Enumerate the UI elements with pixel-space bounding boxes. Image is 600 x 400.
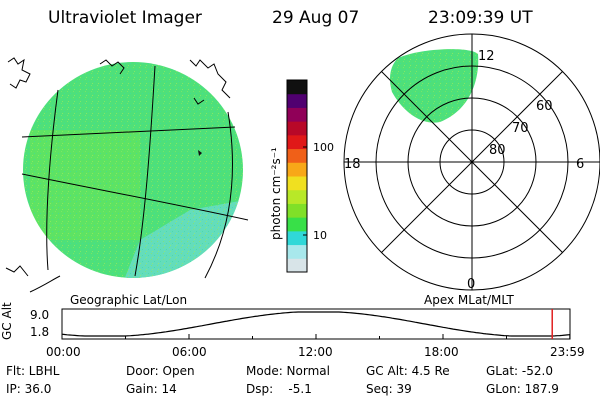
mlt-label-18: 18 xyxy=(344,157,361,172)
coastline xyxy=(5,57,231,277)
altitude-curve xyxy=(61,311,571,337)
geographic-image-panel xyxy=(5,57,249,293)
altitude-plot xyxy=(61,308,571,340)
colorbar-segment xyxy=(287,121,307,136)
colorbar-segment xyxy=(287,107,307,122)
seq-value: Seq: 39 xyxy=(366,382,412,396)
glat-value: GLat: -52.0 xyxy=(486,364,553,378)
colorbar-frame xyxy=(286,79,308,273)
colorbar-unit-label: photon cm⁻²s⁻¹ xyxy=(269,147,283,240)
gc-alt-value: GC Alt: 4.5 Re xyxy=(366,364,450,378)
mlat-label-60: 60 xyxy=(536,99,553,114)
x-tick-label-2359: 23:59 xyxy=(550,345,585,359)
polar-panel-label: Apex MLat/MLT xyxy=(424,293,514,307)
colorbar-segment xyxy=(287,258,307,273)
polar-grid xyxy=(343,33,600,291)
colorbar-segment xyxy=(287,230,307,246)
altitude-ylabel: GC Alt xyxy=(0,302,14,340)
colorbar-segment xyxy=(287,176,307,191)
lat-lon-grid xyxy=(21,65,249,293)
mlt-label-0: 0 xyxy=(467,277,475,292)
point-marker xyxy=(198,150,202,156)
date-label: 29 Aug 07 xyxy=(272,8,360,28)
x-tick-label-1800: 18:00 xyxy=(424,345,459,359)
mlt-label-12: 12 xyxy=(478,49,495,64)
mlat-label-80: 80 xyxy=(489,143,506,158)
colorbar-segment xyxy=(287,244,307,259)
altitude-x-ticks xyxy=(61,334,571,339)
colorbar-segment xyxy=(287,203,307,218)
colorbar-tick-100: 100 xyxy=(313,141,334,154)
colorbar-segment xyxy=(287,80,307,95)
color-scale-bar xyxy=(286,79,308,273)
mode-value: Mode: Normal xyxy=(246,364,330,378)
door-value: Door: Open xyxy=(126,364,195,378)
x-tick-label-0000: 00:00 xyxy=(46,345,81,359)
colorbar-segment xyxy=(287,93,307,108)
filter-value: Flt: LBHL xyxy=(6,364,60,378)
x-tick-label-0600: 06:00 xyxy=(172,345,207,359)
colorbar-segment xyxy=(287,217,307,232)
time-label: 23:09:39 UT xyxy=(428,8,533,28)
mlt-label-6: 6 xyxy=(576,157,584,172)
altitude-ytick-max: 9.0 xyxy=(30,308,50,322)
gain-value: Gain: 14 xyxy=(126,382,177,396)
colorbar-segment xyxy=(287,162,307,177)
dsp-value: Dsp: -5.1 xyxy=(246,382,312,396)
mlat-label-70: 70 xyxy=(512,121,529,136)
colorbar-segment xyxy=(287,134,307,150)
altitude-ytick-min: 1.8 xyxy=(30,325,50,339)
colorbar-tick-10: 10 xyxy=(313,229,327,242)
x-tick-label-1200: 12:00 xyxy=(298,345,333,359)
polar-mlat-mlt-panel: 12 18 6 0 60 70 80 xyxy=(343,33,600,292)
colorbar-segment xyxy=(287,148,307,163)
colorbar-segment xyxy=(287,189,307,204)
geographic-panel-label: Geographic Lat/Lon xyxy=(70,293,188,307)
glon-value: GLon: 187.9 xyxy=(486,382,559,396)
ip-value: IP: 36.0 xyxy=(6,382,52,396)
instrument-title: Ultraviolet Imager xyxy=(48,8,202,28)
